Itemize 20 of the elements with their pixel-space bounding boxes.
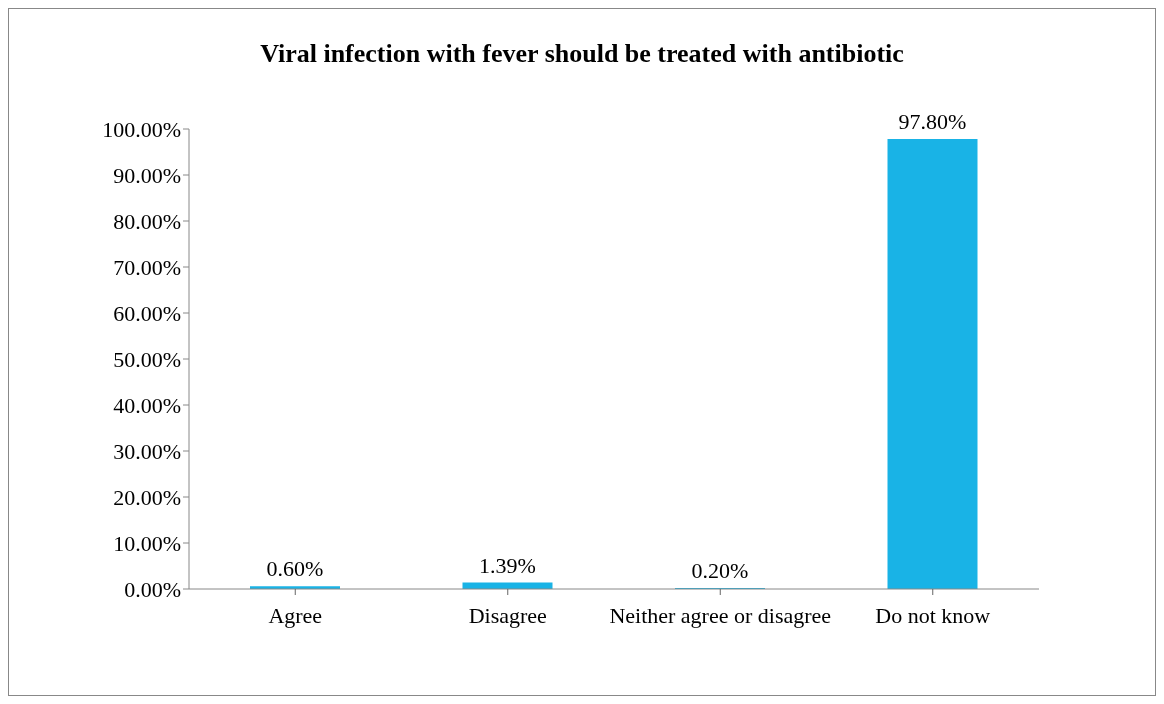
y-tick-label: 70.00% [113, 254, 181, 280]
y-tick-label: 100.00% [102, 116, 181, 142]
y-tick-label: 0.00% [124, 576, 181, 602]
data-label: 0.20% [691, 558, 749, 584]
y-tick-label: 90.00% [113, 162, 181, 188]
y-tick-label: 80.00% [113, 208, 181, 234]
y-tick-label: 30.00% [113, 438, 181, 464]
data-label: 0.60% [266, 556, 324, 582]
x-tick-label: Disagree [468, 602, 547, 628]
data-label: 97.80% [898, 109, 967, 135]
y-tick-label: 50.00% [113, 346, 181, 372]
y-tick-label: 60.00% [113, 300, 181, 326]
x-tick-label: Neither agree or disagree [609, 602, 832, 628]
data-label: 1.39% [479, 552, 536, 578]
x-tick-label: Agree [268, 602, 323, 628]
y-tick-label: 20.00% [113, 484, 181, 510]
y-tick-label: 40.00% [113, 392, 181, 418]
x-tick-label: Do not know [875, 602, 991, 628]
y-tick-label: 10.00% [113, 530, 181, 556]
chart-title: Viral infection with fever should be treated with antibiotic [259, 38, 905, 70]
